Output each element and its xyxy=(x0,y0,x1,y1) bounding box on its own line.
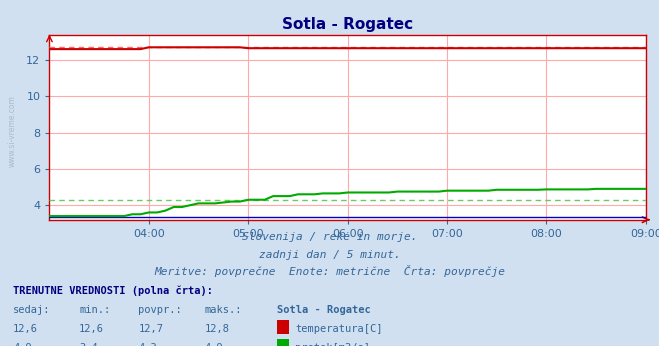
Text: temperatura[C]: temperatura[C] xyxy=(295,324,383,334)
Text: Slovenija / reke in morje.: Slovenija / reke in morje. xyxy=(242,233,417,243)
Text: 4,3: 4,3 xyxy=(138,343,157,346)
Text: pretok[m3/s]: pretok[m3/s] xyxy=(295,343,370,346)
Text: 4,9: 4,9 xyxy=(13,343,32,346)
Text: povpr.:: povpr.: xyxy=(138,305,182,315)
Text: www.si-vreme.com: www.si-vreme.com xyxy=(8,95,17,167)
Text: sedaj:: sedaj: xyxy=(13,305,51,315)
Text: 3,4: 3,4 xyxy=(79,343,98,346)
Title: Sotla - Rogatec: Sotla - Rogatec xyxy=(282,17,413,32)
Text: Sotla - Rogatec: Sotla - Rogatec xyxy=(277,305,370,315)
Text: 4,9: 4,9 xyxy=(204,343,223,346)
Text: 12,8: 12,8 xyxy=(204,324,229,334)
Text: 12,6: 12,6 xyxy=(13,324,38,334)
Text: zadnji dan / 5 minut.: zadnji dan / 5 minut. xyxy=(258,250,401,260)
Text: maks.:: maks.: xyxy=(204,305,242,315)
Text: min.:: min.: xyxy=(79,305,110,315)
Text: 12,6: 12,6 xyxy=(79,324,104,334)
Text: TRENUTNE VREDNOSTI (polna črta):: TRENUTNE VREDNOSTI (polna črta): xyxy=(13,285,213,296)
Text: Meritve: povprečne  Enote: metrične  Črta: povprečje: Meritve: povprečne Enote: metrične Črta:… xyxy=(154,265,505,277)
Text: 12,7: 12,7 xyxy=(138,324,163,334)
